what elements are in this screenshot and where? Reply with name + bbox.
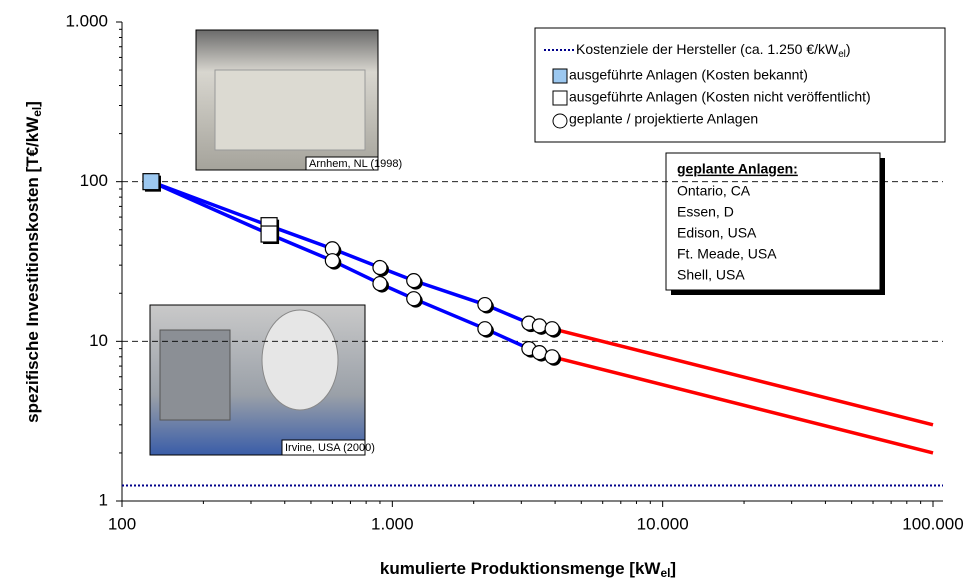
x-tick-label: 100 bbox=[108, 514, 136, 533]
photo-caption: Arnhem, NL (1998) bbox=[309, 158, 402, 170]
marker bbox=[531, 318, 548, 334]
marker bbox=[544, 349, 560, 365]
marker bbox=[477, 296, 493, 313]
y-tick-label: 1 bbox=[99, 490, 108, 509]
info-item: Ft. Meade, USA bbox=[677, 246, 777, 262]
marker bbox=[372, 259, 388, 276]
marker bbox=[531, 345, 548, 361]
legend-label: ausgeführte Anlagen (Kosten nicht veröff… bbox=[569, 89, 871, 105]
legend bbox=[534, 27, 946, 143]
label-part: Kostenziele der Hersteller (ca. 1.250 €/… bbox=[576, 41, 839, 57]
marker bbox=[260, 225, 278, 243]
marker bbox=[544, 321, 560, 337]
label-part: el bbox=[30, 107, 44, 117]
x-tick-label: 100.000 bbox=[902, 514, 963, 533]
photo-detail bbox=[159, 329, 231, 421]
y-tick-label: 10 bbox=[89, 331, 108, 350]
photo-detail bbox=[214, 69, 366, 151]
label-part: el bbox=[838, 49, 846, 60]
legend-swatch bbox=[552, 68, 568, 84]
marker bbox=[324, 253, 340, 269]
photo-caption: Irvine, USA (2000) bbox=[285, 442, 375, 454]
photos: Arnhem, NL (1998) Irvine, USA (2000) bbox=[149, 29, 402, 456]
marker bbox=[477, 321, 493, 337]
legend-label: geplante / projektierte Anlagen bbox=[569, 111, 758, 127]
info-title: geplante Anlagen: bbox=[677, 161, 798, 177]
y-tick-label: 100 bbox=[80, 171, 108, 190]
info-item: Ontario, CA bbox=[677, 183, 751, 199]
line bbox=[551, 355, 934, 455]
label-part: ] bbox=[23, 101, 42, 107]
x-tick-label: 10.000 bbox=[637, 514, 689, 533]
legend-swatch bbox=[552, 90, 568, 106]
info-box bbox=[665, 152, 881, 291]
caption-box bbox=[305, 156, 379, 171]
marker bbox=[372, 275, 388, 292]
label: Kostenziele der Hersteller (ca. 1.250 €/… bbox=[576, 41, 851, 60]
label-part: ] bbox=[670, 559, 676, 578]
info-item: Edison, USA bbox=[677, 225, 757, 241]
line bbox=[551, 326, 934, 427]
label-part: kumulierte Produktionsmenge [kW bbox=[380, 559, 661, 578]
legend-swatch bbox=[552, 113, 568, 129]
label: kumulierte Produktionsmenge [kWel] bbox=[380, 559, 676, 580]
marker bbox=[406, 273, 422, 289]
label: spezifische Investitionskosten [T€/kWel] bbox=[23, 101, 44, 423]
caption-box bbox=[281, 439, 366, 456]
marker bbox=[406, 291, 422, 307]
marker bbox=[142, 173, 160, 191]
legend-label: ausgeführte Anlagen (Kosten bekannt) bbox=[569, 67, 808, 83]
x-tick-label: 1.000 bbox=[371, 514, 414, 533]
label-part: ) bbox=[846, 41, 851, 57]
label-part: spezifische Investitionskosten [T€/kW bbox=[23, 116, 42, 423]
info-item: Essen, D bbox=[677, 204, 734, 220]
y-tick-label: 1.000 bbox=[65, 11, 108, 30]
label-part: el bbox=[660, 566, 670, 580]
info-item: Shell, USA bbox=[677, 267, 745, 283]
photo-detail bbox=[261, 309, 339, 411]
